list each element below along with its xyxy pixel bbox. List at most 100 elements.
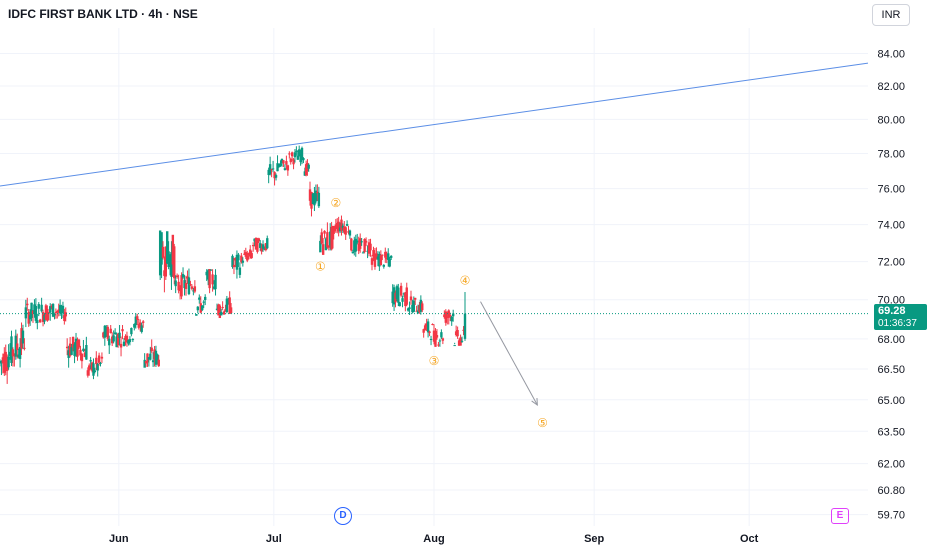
y-tick-label: 65.00 [877, 395, 905, 407]
y-tick-label: 70.00 [877, 295, 905, 307]
candle-body [119, 343, 123, 348]
candle-body [259, 243, 262, 248]
candle-body [60, 309, 63, 314]
candle-body [394, 292, 397, 303]
candle-body [201, 305, 204, 311]
candle-body [347, 231, 350, 233]
candle-body [186, 276, 189, 279]
candle-body [282, 160, 285, 164]
candle-body [392, 287, 396, 305]
candle-body [93, 370, 97, 373]
candle-body [361, 252, 365, 254]
y-tick-label: 68.00 [877, 334, 905, 346]
candle-body [64, 312, 67, 317]
candle-body [240, 255, 243, 263]
candle-body [453, 345, 456, 347]
candle-body [140, 325, 143, 332]
candle-body [444, 311, 448, 323]
candle-body [113, 332, 117, 335]
candle-body [297, 149, 301, 157]
candle-body [235, 254, 239, 270]
candle-body [177, 281, 180, 291]
candle-body [192, 290, 195, 292]
candle-body [330, 226, 333, 250]
candle-body [79, 349, 82, 356]
candle-body [414, 297, 417, 300]
candle-body [171, 234, 175, 265]
candle-body [418, 305, 421, 313]
candle-body [317, 192, 321, 207]
candle-body [5, 366, 9, 372]
candle-body [112, 335, 115, 342]
candle-body [80, 353, 84, 362]
candle-body [249, 249, 252, 257]
candle-body [429, 339, 433, 341]
candle-body [302, 158, 305, 161]
candle-body [206, 270, 210, 280]
candle-body [357, 243, 360, 251]
candle-body [266, 238, 269, 249]
candle-body [43, 315, 46, 322]
candle-body [193, 286, 197, 292]
candle-body [311, 193, 315, 205]
candle-body [251, 245, 255, 247]
projection-arrow [480, 301, 538, 406]
candle-body [156, 354, 159, 361]
candle-body [304, 164, 308, 176]
candle-body [306, 162, 309, 171]
candle-body [354, 238, 357, 252]
trendline-layer [0, 62, 869, 187]
candle-body [367, 242, 371, 254]
currency-selector[interactable]: INR [872, 4, 910, 26]
candle-body [1, 357, 5, 364]
candle-body [89, 360, 92, 362]
candle-body [221, 306, 224, 308]
candle-body [147, 357, 151, 360]
candle-body [125, 335, 129, 343]
candle-body [308, 189, 312, 201]
candle-body [363, 238, 366, 252]
candle-body [376, 256, 380, 260]
candle-body [459, 337, 462, 346]
candle-body [270, 169, 273, 171]
candle-body [411, 304, 414, 313]
candle-body [3, 353, 6, 373]
earnings-marker[interactable]: E [831, 508, 849, 524]
candle-body [128, 339, 132, 343]
candle-body [244, 252, 247, 257]
candle-body [175, 275, 179, 278]
candle-body [296, 155, 299, 160]
candle-body [238, 267, 242, 275]
candle-body [227, 299, 230, 304]
candle-body [438, 340, 442, 342]
candle-body [385, 257, 388, 260]
candle-body [136, 316, 139, 320]
candle-body [381, 254, 384, 256]
candle-body [333, 227, 336, 232]
candle-body [158, 230, 162, 276]
candle-body [398, 302, 401, 307]
drawing-layer: ① ② ③ ④ ⑤ [0, 196, 868, 430]
candle-body [106, 326, 109, 339]
dividend-marker[interactable]: D [334, 507, 352, 525]
candle-body [16, 343, 19, 351]
y-tick-label: 66.50 [877, 364, 905, 376]
candle-body [286, 165, 290, 171]
candle-body [146, 353, 149, 363]
candle-body [141, 321, 145, 323]
candle-body [348, 230, 352, 236]
candle-body [109, 328, 112, 334]
candle-body [273, 172, 276, 179]
candle-body [34, 306, 38, 321]
candle-body [150, 347, 153, 352]
candle-body [463, 313, 467, 339]
candle-body [108, 338, 111, 346]
candle-body [31, 310, 35, 315]
y-tick-label: 62.00 [877, 459, 905, 471]
candle-body [134, 316, 138, 326]
candle-body [431, 324, 434, 326]
candles [0, 145, 467, 384]
candle-body [456, 330, 459, 337]
grid [0, 28, 868, 526]
